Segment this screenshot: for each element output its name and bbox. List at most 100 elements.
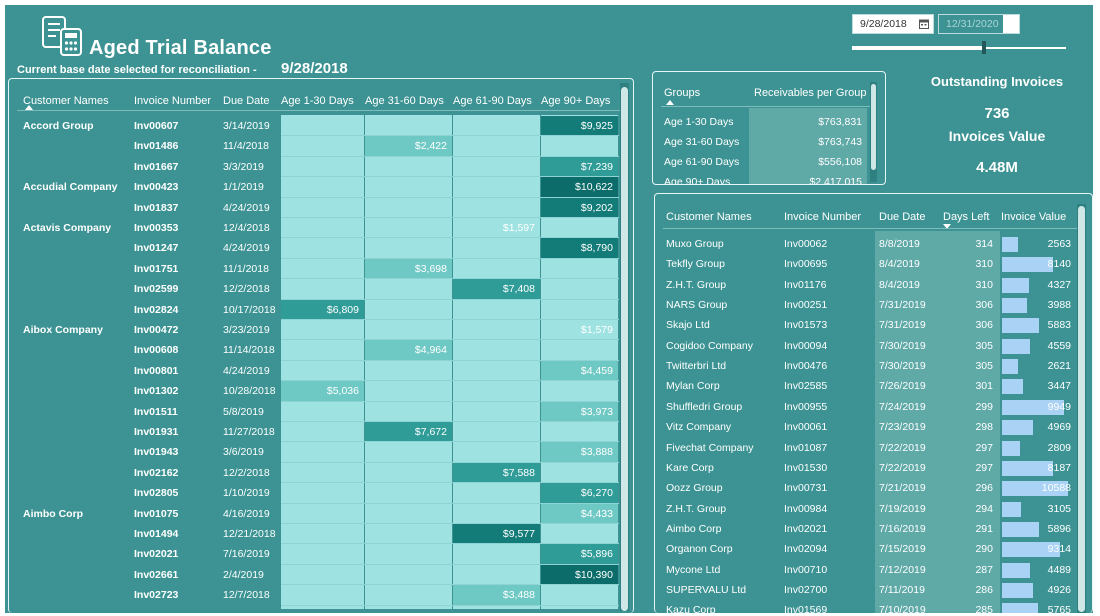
start-date-input[interactable]: 9/28/2018 (852, 14, 934, 34)
aging-col-header-2[interactable]: Due Date (223, 95, 270, 107)
invoice-number: Inv01837 (134, 201, 179, 214)
due-date: 12/2/2018 (223, 466, 270, 479)
aging-col-header-3[interactable]: Age 1-30 Days (281, 95, 354, 107)
invoice-col-header-3[interactable]: Days Left (943, 211, 990, 223)
aging-col-header-1[interactable]: Invoice Number (134, 95, 212, 107)
list-item[interactable]: Age 31-60 Days $763,743 (653, 132, 867, 152)
table-row[interactable]: Kare Corp Inv01530 7/22/2019 297 8187 (655, 458, 1075, 478)
table-row[interactable]: Mylan Corp Inv02585 7/26/2019 301 3447 (655, 376, 1075, 396)
due-date: 4/24/2019 (223, 242, 270, 255)
table-row[interactable]: Inv02723 12/7/2018 $3,488 (9, 585, 619, 606)
invoice-scrollbar-thumb[interactable] (1078, 206, 1085, 612)
table-row[interactable]: Aimbo Corp Inv01075 4/16/2019 $4,433 (9, 503, 619, 524)
table-row[interactable]: Twitterbri Ltd Inv00476 7/30/2019 305 2621 (655, 356, 1075, 376)
table-row[interactable]: Cogidoo Company Inv00094 7/30/2019 305 4559 (655, 336, 1075, 356)
sort-ascending-icon[interactable] (25, 105, 33, 110)
aging-col-header-0[interactable]: Customer Names (23, 95, 109, 107)
table-row[interactable]: Inv01751 11/1/2018 $3,698 (9, 258, 619, 280)
bucket-cell-fill (365, 422, 452, 442)
row-divider (281, 359, 619, 361)
invoices-value-label: Invoices Value (948, 128, 1046, 144)
calendar-icon[interactable] (919, 19, 929, 29)
invoice-number: Inv02599 (134, 283, 179, 296)
table-row[interactable]: Inv01494 12/21/2018 $9,577 (9, 524, 619, 545)
table-row[interactable]: Accord Group Inv00607 3/14/2019 $9,925 (9, 116, 619, 137)
invoice-col-header-4[interactable]: Invoice Value (1001, 211, 1067, 223)
table-row[interactable]: Shuffledri Group Inv00955 7/24/2019 299 9949 (655, 397, 1075, 417)
table-row[interactable]: Muxo Group Inv00062 8/8/2019 314 2563 (655, 234, 1075, 254)
due-date: 7/10/2019 (879, 604, 926, 613)
table-row[interactable]: Aibox Company Inv00472 3/23/2019 $1,579 (9, 320, 619, 341)
table-row[interactable]: Inv01931 11/27/2018 $7,672 (9, 422, 619, 443)
invoice-number: Inv01569 (784, 604, 828, 613)
table-row[interactable]: Aimbo Corp Inv02021 7/16/2019 291 5896 (655, 519, 1075, 539)
table-row[interactable]: Skajo Ltd Inv01573 7/31/2019 306 5883 (655, 315, 1075, 335)
table-row[interactable]: Inv02021 7/16/2019 $5,896 (9, 544, 619, 565)
table-row[interactable]: NARS Group Inv00251 7/31/2019 306 3988 (655, 295, 1075, 315)
table-row[interactable]: Inv01837 4/24/2019 $9,202 (9, 197, 619, 218)
invoices-value-value: 4.48M (976, 159, 1018, 176)
table-row[interactable]: Inv02661 2/4/2019 $10,390 (9, 564, 619, 586)
invoice-number: Inv01943 (134, 446, 179, 459)
bucket-amount: $3,488 (502, 589, 535, 602)
table-row[interactable]: Inv01247 4/24/2019 $8,790 (9, 238, 619, 259)
table-row[interactable]: Inv01667 3/3/2019 $7,239 (9, 156, 619, 178)
sort-descending-icon[interactable] (943, 224, 951, 229)
table-row[interactable]: Inv01486 11/4/2018 $2,422 (9, 136, 619, 157)
bucket-cell-fill (281, 381, 364, 401)
bucket-amount: $3,698 (414, 262, 447, 275)
customer-name: Muxo Group (666, 238, 724, 250)
bucket-amount: $8,790 (580, 242, 613, 255)
sort-ascending-icon[interactable] (666, 100, 674, 105)
end-date-input[interactable]: 12/31/2020 (938, 14, 1020, 34)
table-row[interactable]: Inv01302 10/28/2018 $5,036 (9, 381, 619, 402)
aging-col-header-6[interactable]: Age 90+ Days (541, 95, 611, 107)
bucket-amount: $5,896 (580, 548, 613, 561)
invoice-col-header-0[interactable]: Customer Names (666, 211, 752, 223)
end-date-calendar-button[interactable] (1003, 15, 1019, 33)
table-row[interactable]: Z.H.T. Group Inv01176 8/4/2019 310 4327 (655, 275, 1075, 295)
table-row[interactable]: Vitz Company Inv00061 7/23/2019 298 4969 (655, 417, 1075, 437)
list-item[interactable]: Age 1-30 Days $763,831 (653, 112, 867, 132)
groups-scrollbar-thumb[interactable] (871, 84, 876, 170)
invoice-col-header-1[interactable]: Invoice Number (784, 211, 862, 223)
table-row[interactable]: Tekfly Group Inv00695 8/4/2019 310 8140 (655, 254, 1075, 274)
table-row[interactable]: Z.H.T. Group Inv00984 7/19/2019 294 3105 (655, 499, 1075, 519)
table-row[interactable]: Inv01511 5/8/2019 $3,973 (9, 401, 619, 422)
date-slider-handle[interactable] (982, 41, 986, 54)
bucket-cell-fill (453, 218, 540, 238)
invoice-value-bar (1002, 359, 1018, 375)
invoice-value-bar (1002, 603, 1038, 613)
table-row[interactable]: SUPERVALU Ltd Inv02700 7/11/2019 286 4926 (655, 580, 1075, 600)
table-row[interactable]: Organon Corp Inv02094 7/15/2019 290 9314 (655, 539, 1075, 559)
invoice-value: 5883 (1047, 319, 1071, 332)
table-row[interactable]: Inv00801 4/24/2019 $4,459 (9, 360, 619, 382)
invoice-value: 4926 (1047, 583, 1071, 596)
bucket-amount: $7,588 (502, 466, 535, 479)
table-row[interactable]: Fivechat Company Inv01087 7/22/2019 297 2809 (655, 438, 1075, 458)
receivables-col-header[interactable]: Receivables per Group (754, 87, 867, 99)
groups-col-header[interactable]: Groups (664, 87, 701, 99)
invoice-value: 2809 (1047, 441, 1071, 454)
aging-col-header-4[interactable]: Age 31-60 Days (365, 95, 444, 107)
table-row[interactable]: Accudial Company Inv00423 1/1/2019 $10,622 (9, 177, 619, 198)
table-row[interactable]: Inv01943 3/6/2019 $3,888 (9, 442, 619, 463)
table-row[interactable]: Mycone Ltd Inv00710 7/12/2019 287 4489 (655, 560, 1075, 580)
table-row[interactable]: Inv02599 12/2/2018 $7,408 (9, 279, 619, 300)
table-row[interactable]: Inv02824 10/17/2018 $6,809 (9, 299, 619, 320)
table-row[interactable]: Oozz Group Inv00731 7/21/2019 296 10588 (655, 478, 1075, 498)
invoice-value: 9949 (1047, 400, 1071, 413)
bucket-cell-fill (541, 442, 618, 462)
table-row[interactable]: Inv02162 12/2/2018 $7,588 (9, 462, 619, 484)
list-item[interactable]: Age 90+ Days $2,417,015 (653, 172, 867, 184)
table-row[interactable]: Inv02805 1/10/2019 $6,270 (9, 483, 619, 504)
bucket-amount: $3,888 (580, 446, 613, 459)
table-row[interactable]: Kazu Corp Inv01569 7/10/2019 285 5765 (655, 600, 1075, 613)
aging-scrollbar-thumb[interactable] (621, 87, 628, 611)
list-item[interactable]: Age 61-90 Days $556,108 (653, 152, 867, 172)
table-row[interactable]: Actavis Company Inv00353 12/4/2018 $1,597 (9, 218, 619, 239)
table-row[interactable]: Inv00608 11/14/2018 $4,964 (9, 340, 619, 361)
invoice-col-header-2[interactable]: Due Date (879, 211, 926, 223)
aging-col-header-5[interactable]: Age 61-90 Days (453, 95, 532, 107)
